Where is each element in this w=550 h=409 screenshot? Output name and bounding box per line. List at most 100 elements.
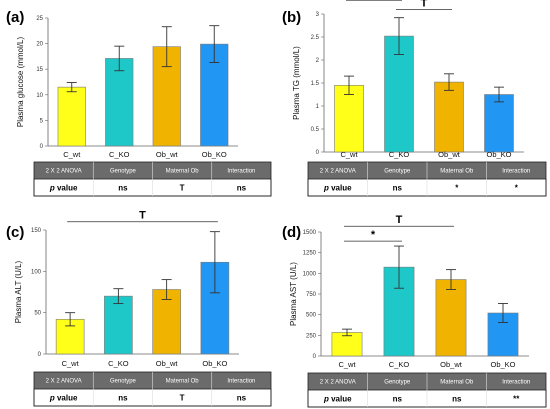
category-label: C_wt xyxy=(62,359,80,368)
category-label: Ob_KO xyxy=(202,150,227,159)
table-header-cell: 2 X 2 ANOVA xyxy=(320,169,356,175)
y-tick-label: 500 xyxy=(306,313,317,319)
y-axis-label: Plasma AST (U/L) xyxy=(289,262,298,326)
table-header-cell: Maternal Ob xyxy=(440,169,474,175)
table-value-cell: ns xyxy=(393,184,403,193)
significance-label: T xyxy=(139,210,146,222)
y-tick-label: 0 xyxy=(316,150,320,156)
y-tick-label: 3 xyxy=(316,12,320,18)
y-tick-label: 2 xyxy=(316,58,320,64)
panel-label: (b) xyxy=(282,9,301,26)
row-label-italic: p xyxy=(49,184,55,193)
bar-C_KO xyxy=(105,58,134,147)
table-row-label: p value xyxy=(49,394,78,403)
y-axis-label: Plasma TG (mmol/L) xyxy=(292,46,301,120)
table-header-cell: Maternal Ob xyxy=(166,169,200,175)
chart-panel-4: (d) 0 250 500 750 1000 1250 1500 Plasma AST (U/L… xyxy=(282,214,547,408)
y-tick-label: 1000 xyxy=(303,271,317,277)
y-tick-label: 0 xyxy=(313,354,317,360)
panel-label: (a) xyxy=(6,9,24,26)
table-header-cell: Interaction xyxy=(502,380,530,386)
row-label-italic: p xyxy=(323,395,329,404)
table-header-cell: Genotype xyxy=(110,379,137,385)
y-tick-label: 50 xyxy=(34,311,41,317)
table-header-cell: 2 X 2 ANOVA xyxy=(46,379,82,385)
row-label-rest: value xyxy=(329,184,352,193)
y-tick-label: 100 xyxy=(31,269,42,275)
table-header-cell: 2 X 2 ANOVA xyxy=(320,380,356,386)
table-row-label: p value xyxy=(323,395,352,404)
row-label-italic: p xyxy=(49,394,55,403)
table-row-label: p value xyxy=(323,184,352,193)
row-label-italic: p xyxy=(323,184,329,193)
table-header-cell: Interaction xyxy=(502,169,530,175)
bar-C_wt xyxy=(334,85,364,153)
y-tick-label: 15 xyxy=(36,67,43,73)
table-header-cell: Maternal Ob xyxy=(166,379,200,385)
table-row-label: p value xyxy=(49,184,78,193)
table-value-cell: ns xyxy=(237,394,247,403)
category-label: Ob_wt xyxy=(156,359,179,368)
y-tick-label: 10 xyxy=(36,93,43,99)
table-header-cell: Genotype xyxy=(110,169,137,175)
category-label: C_KO xyxy=(108,359,129,368)
panel-label: (d) xyxy=(282,224,301,241)
y-tick-label: 150 xyxy=(31,228,42,234)
category-label: Ob_KO xyxy=(202,359,227,368)
significance-label: * xyxy=(371,229,376,241)
table-header-cell: Interaction xyxy=(227,169,255,175)
table-header-cell: Genotype xyxy=(384,169,411,175)
category-label: Ob_wt xyxy=(440,360,463,369)
category-label: C_KO xyxy=(109,150,130,159)
table-value-cell: T xyxy=(180,394,185,403)
bar-C_KO xyxy=(104,295,133,355)
bar-Ob_KO xyxy=(484,94,514,153)
y-axis-label: Plasma glucose (mmol/L) xyxy=(16,37,25,128)
y-tick-label: 1250 xyxy=(303,251,317,257)
table-value-cell: * xyxy=(515,184,519,193)
row-label-rest: value xyxy=(329,395,352,404)
significance-label: T xyxy=(396,214,403,226)
y-tick-label: 750 xyxy=(306,292,317,298)
category-label: C_KO xyxy=(389,360,410,369)
chart-panel-3: (c) 0 50 100 150 Plasma ALT (U/L) C_wt C_KO Ob_w… xyxy=(6,210,272,407)
row-label-rest: value xyxy=(55,184,78,193)
y-axis-label: Plasma ALT (U/L) xyxy=(14,260,23,323)
y-tick-label: 1 xyxy=(316,104,320,110)
y-tick-label: 20 xyxy=(36,42,43,48)
y-tick-label: 2.5 xyxy=(311,35,320,41)
y-tick-label: 250 xyxy=(306,333,317,339)
chart-panel-1: (a) 0 5 10 15 20 25 Plasma glucose (mmol/L) C_wt… xyxy=(6,9,272,197)
category-label: Ob_KO xyxy=(486,150,511,159)
y-tick-label: 1500 xyxy=(303,230,317,236)
table-value-cell: T xyxy=(180,184,185,193)
row-label-rest: value xyxy=(55,394,78,403)
category-label: C_wt xyxy=(63,150,81,159)
table-value-cell: ns xyxy=(118,184,128,193)
chart-panel-2: (b) 0 0.5 1 1.5 2 2.5 3 Plasma TG (mmol/L) C_wt C_… xyxy=(282,0,547,197)
bar-Ob_wt xyxy=(434,81,464,153)
y-tick-label: 5 xyxy=(40,118,44,124)
category-label: C_wt xyxy=(340,150,358,159)
table-value-cell: ns xyxy=(393,395,403,404)
table-value-cell: ns xyxy=(237,184,247,193)
category-label: C_KO xyxy=(389,150,410,159)
table-header-cell: Interaction xyxy=(227,379,255,385)
table-value-cell: * xyxy=(455,184,459,193)
panel-label: (c) xyxy=(6,224,24,241)
bar-Ob_wt xyxy=(152,289,181,355)
table-value-cell: ns xyxy=(118,394,128,403)
table-header-cell: Maternal Ob xyxy=(440,380,474,386)
y-tick-label: 0 xyxy=(40,144,44,150)
y-tick-label: 0 xyxy=(38,352,42,358)
category-label: Ob_KO xyxy=(490,360,515,369)
significance-label: T xyxy=(421,0,428,9)
category-label: Ob_wt xyxy=(438,150,461,159)
table-value-cell: ** xyxy=(513,395,520,404)
table-header-cell: 2 X 2 ANOVA xyxy=(46,169,82,175)
bar-C_KO xyxy=(384,35,414,153)
y-tick-label: 25 xyxy=(36,16,43,22)
y-tick-label: 1.5 xyxy=(311,81,320,87)
y-tick-label: 0.5 xyxy=(311,127,320,133)
